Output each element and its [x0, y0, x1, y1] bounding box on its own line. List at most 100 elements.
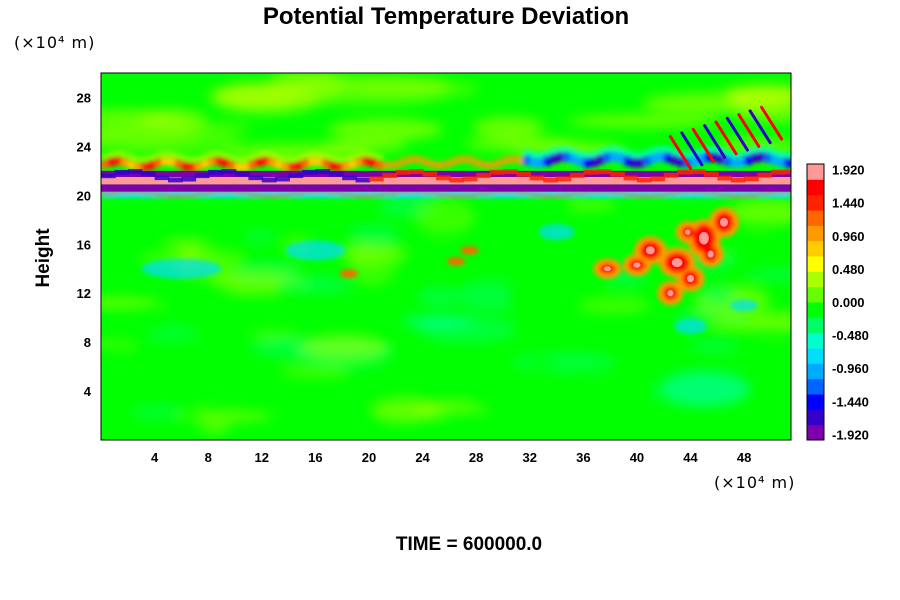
field-layer [422, 171, 438, 177]
colorbar-band [807, 302, 824, 318]
field-patch [417, 287, 462, 308]
field-layer [724, 156, 733, 167]
field-patch [243, 285, 280, 316]
field-layer [764, 146, 773, 154]
field-layer [683, 151, 692, 158]
colorbar-band [807, 363, 824, 380]
field-layer [301, 189, 317, 194]
field-layer [757, 191, 773, 196]
field-layer [724, 150, 733, 157]
field-layer [603, 152, 612, 163]
field-layer [194, 155, 203, 161]
field-layer [228, 155, 237, 160]
field-layer [141, 156, 150, 162]
field-layer [154, 152, 163, 158]
field-layer [268, 157, 277, 167]
field-layer [583, 158, 592, 168]
field-layer [241, 162, 250, 171]
plume-core [633, 262, 641, 268]
field-patch [101, 109, 184, 123]
field-layer [543, 156, 552, 167]
colorbar-tick-label: -0.960 [832, 361, 869, 376]
field-layer [603, 146, 612, 153]
field-patch [370, 397, 439, 424]
field-layer [590, 151, 599, 158]
field-layer [208, 189, 223, 194]
field-layer [610, 190, 625, 195]
field-patch [101, 338, 136, 350]
field-layer [730, 193, 746, 198]
field-layer [395, 189, 411, 194]
wave-crest [748, 109, 772, 145]
field-layer [101, 159, 110, 169]
field-layer [502, 169, 518, 175]
field-patch [731, 91, 791, 123]
field-layer [442, 160, 451, 168]
plume-core [645, 246, 655, 255]
field-layer [255, 151, 264, 157]
field-layer [770, 189, 786, 194]
field-layer [449, 157, 458, 166]
field-layer [335, 156, 344, 162]
plume-core [667, 290, 674, 297]
field-layer [516, 190, 532, 195]
field-layer [275, 176, 290, 182]
field-layer [770, 149, 779, 156]
field-layer [556, 145, 565, 153]
field-layer [288, 162, 297, 172]
field-layer [623, 192, 639, 197]
field-layer [348, 153, 357, 159]
field-patch [567, 114, 720, 128]
field-layer [382, 161, 391, 169]
field-layer [161, 156, 170, 166]
x-tick-label: 48 [737, 450, 751, 465]
x-tick-label: 28 [469, 450, 483, 465]
field-layer [764, 153, 773, 163]
field-layer [221, 158, 230, 168]
field-layer [757, 172, 773, 178]
x-tick-label: 16 [308, 450, 322, 465]
field-patch [400, 315, 474, 327]
field-layer [101, 153, 110, 159]
field-layer [643, 155, 652, 166]
field-layer [127, 169, 143, 175]
field-layer [737, 157, 746, 168]
field-layer [730, 177, 746, 183]
colorbar-band [807, 256, 824, 272]
field-layer [529, 151, 538, 158]
field-layer [529, 175, 545, 181]
field-layer [295, 161, 304, 170]
field-layer [248, 192, 264, 197]
field-layer [523, 149, 532, 156]
field-layer [174, 153, 183, 159]
field-layer [368, 176, 384, 182]
field-layer [315, 157, 324, 166]
field-patch [101, 128, 241, 158]
field-layer [757, 151, 766, 162]
field-patch [328, 118, 444, 141]
field-layer [107, 151, 116, 157]
field-layer [663, 146, 672, 153]
field-patch [738, 234, 770, 249]
colorbar-band [807, 240, 824, 257]
colorbar-tick-label: -0.480 [832, 328, 869, 343]
field-layer [556, 193, 572, 197]
field-layer [308, 156, 317, 166]
plume-core [686, 274, 695, 283]
field-layer [710, 146, 719, 153]
field-layer [770, 169, 786, 175]
field-layer [395, 159, 404, 167]
field-layer [295, 155, 304, 161]
field-layer [610, 145, 619, 152]
field-patch [299, 334, 389, 360]
field-patch [134, 407, 183, 417]
y-tick-label: 8 [84, 335, 91, 350]
field-layer [368, 152, 377, 158]
field-layer [402, 157, 411, 165]
field-patch [455, 404, 493, 427]
field-layer [214, 150, 223, 156]
field-layer [154, 192, 170, 197]
field-layer [697, 154, 706, 164]
x-tick-label: 36 [576, 450, 590, 465]
field-layer [744, 176, 759, 182]
